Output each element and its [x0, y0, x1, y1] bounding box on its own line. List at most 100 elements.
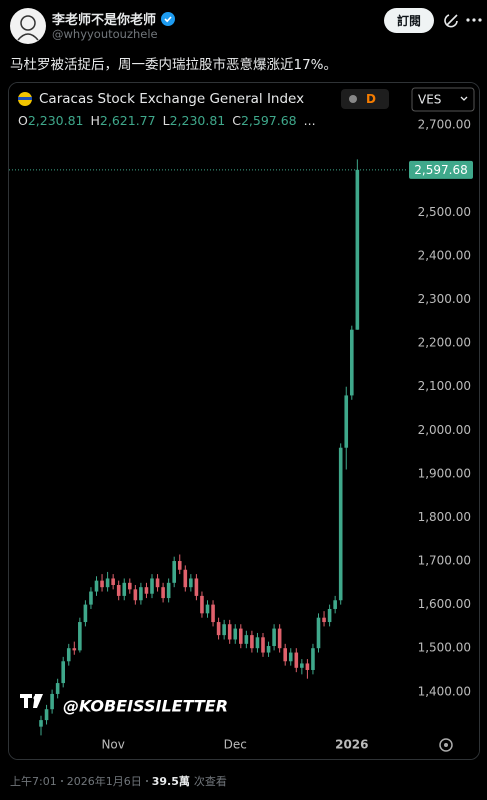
ohlc-value: 2,621.77 [100, 113, 156, 128]
settings-icon-center [444, 743, 448, 747]
interval-badge[interactable] [341, 89, 389, 109]
candle-body [216, 622, 221, 636]
last-price-box [409, 160, 473, 179]
candle-body [194, 578, 199, 596]
candle-body [288, 652, 293, 662]
x-tick-label: Nov [101, 738, 124, 752]
candle-body [105, 578, 110, 588]
ohlc-key: L [163, 113, 170, 128]
candle-body [200, 595, 204, 614]
candle-body [255, 637, 260, 649]
y-tick-label: 2,400.00 [418, 248, 471, 262]
candle-body [300, 663, 304, 668]
candle-body [211, 604, 215, 623]
ohlc-key: H [91, 113, 100, 128]
candle-body [72, 648, 77, 651]
time[interactable]: 上午7:01 [10, 775, 57, 788]
ohlc-value: 2,230.81 [170, 113, 226, 128]
y-tick-label: 2,100.00 [418, 379, 471, 393]
candle-body [133, 589, 138, 601]
interval: D [366, 92, 376, 106]
candle-body [155, 578, 160, 588]
toggle-icon [349, 95, 357, 103]
candle-body [150, 578, 154, 594]
candle-body [261, 637, 265, 653]
y-tick-label: 2,700.00 [418, 118, 471, 132]
candle-body [89, 591, 93, 605]
candle-body [122, 582, 127, 596]
verified-badge [160, 12, 175, 26]
candle-body [44, 709, 49, 721]
chart-title: Caracas Stock Exchange General Index [39, 91, 304, 107]
candle-body [338, 447, 343, 601]
more-icon[interactable] [466, 18, 482, 22]
candle-body [266, 646, 271, 653]
settings-icon[interactable] [439, 738, 453, 752]
candle-body [61, 661, 65, 684]
candle-body [139, 587, 143, 601]
ohlc-key: O [18, 113, 28, 128]
y-tick-label: 1,500.00 [418, 641, 471, 655]
candle-body [205, 604, 210, 614]
y-tick-label: 1,400.00 [418, 684, 471, 698]
y-tick-label: 1,600.00 [418, 597, 471, 611]
candle-body [277, 628, 282, 649]
candle-body [94, 580, 99, 592]
ohlc-value: 2,230.81 [28, 113, 84, 128]
candle-body [78, 622, 82, 651]
candle-body [144, 587, 149, 594]
candle-body [311, 648, 315, 670]
candle-body [316, 617, 321, 649]
candle-body [161, 587, 165, 599]
candle-body [305, 663, 310, 670]
views-label: 次查看 [193, 775, 227, 788]
candle-body [250, 635, 254, 649]
candle-body [83, 604, 88, 623]
candle-body [239, 628, 243, 644]
ohlc-legend: O2,230.81 H2,621.77 L2,230.81 C2,597.68... [18, 113, 316, 128]
views: 39.5萬 [151, 775, 190, 788]
y-tick-label: 2,200.00 [418, 336, 471, 350]
y-tick-label: 1,800.00 [418, 510, 471, 524]
candle-body [227, 624, 232, 640]
candle-body [116, 585, 121, 596]
grok-icon[interactable] [444, 12, 460, 28]
candle-body [333, 600, 337, 609]
candle-body [166, 582, 171, 599]
y-tick-label: 2,000.00 [418, 423, 471, 437]
candle-body [177, 561, 182, 570]
last-price-label: 2,597.68 [414, 163, 467, 177]
candle-body [233, 628, 238, 640]
chart: Caracas Stock Exchange General Index D V… [8, 82, 480, 760]
candle-body [322, 617, 326, 623]
candle-body [244, 635, 249, 644]
ohlc-value: 2,597.68 [241, 113, 297, 128]
date[interactable]: 2026年1月6日 [66, 775, 142, 788]
candle-body [294, 652, 299, 668]
chevron [460, 96, 468, 101]
y-tick-label: 1,900.00 [418, 466, 471, 480]
candle-body [100, 580, 104, 588]
candle-body [283, 648, 287, 662]
y-tick-label: 1,700.00 [418, 554, 471, 568]
avatar[interactable] [10, 8, 46, 44]
x-tick-label: Dec [224, 738, 247, 752]
candle-body [66, 648, 71, 662]
subscribe-button[interactable]: 訂閱 [384, 8, 434, 33]
candle-body [222, 624, 226, 636]
currency-select[interactable] [411, 87, 475, 112]
candle-body [183, 569, 188, 588]
display-name[interactable]: 李老师不是你老师 [52, 9, 175, 28]
name-text[interactable]: 李老师不是你老师 [52, 13, 157, 28]
watermark: @KOBEISSILETTER [63, 697, 228, 716]
x-tick-label: 2026 [335, 738, 368, 752]
chart-bg [9, 83, 479, 759]
candle-body [128, 582, 132, 590]
handle[interactable]: @whyyoutouzhele [52, 27, 158, 41]
y-tick-label: 2,300.00 [418, 292, 471, 306]
candle-body [55, 683, 60, 694]
tv-logo-dot [33, 695, 39, 701]
ohlc-key: C [232, 113, 241, 128]
candle-body [172, 561, 176, 583]
